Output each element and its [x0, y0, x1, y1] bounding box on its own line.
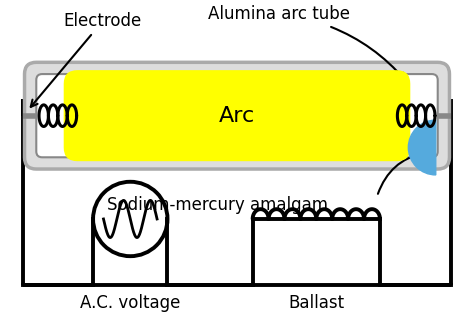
Text: Arc: Arc	[219, 106, 255, 126]
Text: Ballast: Ballast	[288, 294, 345, 312]
Text: Electrode: Electrode	[31, 12, 142, 107]
Text: Sodium-mercury amalgam: Sodium-mercury amalgam	[107, 197, 328, 214]
FancyBboxPatch shape	[36, 74, 438, 157]
FancyBboxPatch shape	[25, 62, 449, 169]
Wedge shape	[408, 120, 436, 175]
Text: Alumina arc tube: Alumina arc tube	[208, 5, 405, 80]
Text: A.C. voltage: A.C. voltage	[80, 294, 181, 312]
FancyBboxPatch shape	[64, 70, 410, 161]
